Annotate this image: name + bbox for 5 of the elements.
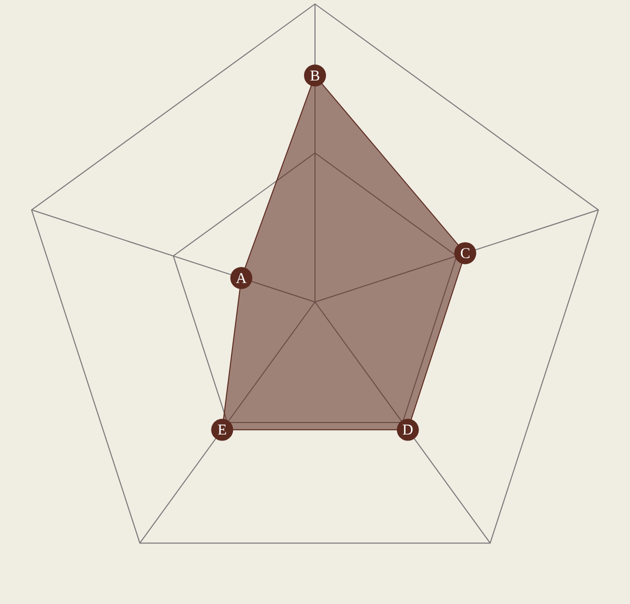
spoke-label: E [218, 422, 227, 439]
spoke-label: A [236, 270, 247, 287]
spoke-label: C [460, 246, 470, 262]
spoke-label: D [402, 422, 414, 439]
spoke-label: B [310, 68, 320, 84]
